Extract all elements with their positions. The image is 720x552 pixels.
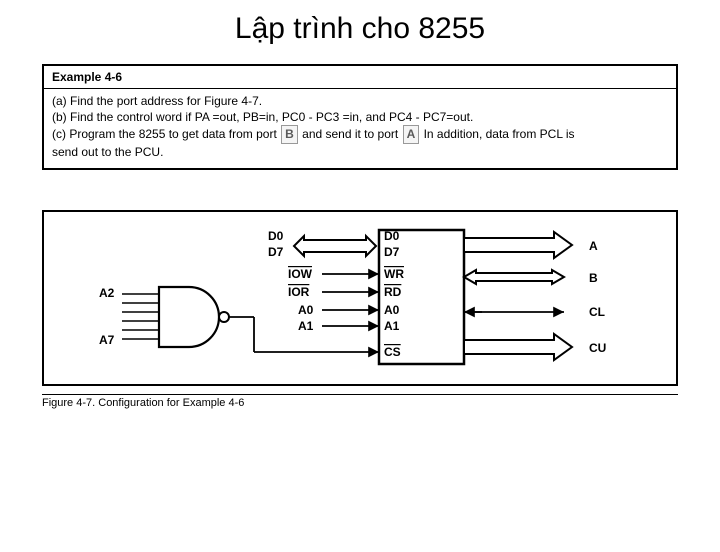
figure-svg: A2 A7 D0 D7 D0 D7 IOW IOR A0 A1 WR RD A0… xyxy=(44,212,676,380)
label-rd: RD xyxy=(384,285,402,299)
boxed-char-b: B xyxy=(281,125,298,143)
figure-box: A2 A7 D0 D7 D0 D7 IOW IOR A0 A1 WR RD A0… xyxy=(42,210,678,386)
data-bus xyxy=(294,236,376,256)
example-line-c-part3: In addition, data from PCL is xyxy=(424,127,575,141)
label-cs: CS xyxy=(384,345,401,359)
port-b-arrow xyxy=(464,270,564,284)
addr-lines xyxy=(122,294,159,339)
boxed-char-a: A xyxy=(403,125,420,143)
label-d7-chip: D7 xyxy=(384,245,400,259)
label-d7-left: D7 xyxy=(268,245,284,259)
example-line-d: send out to the PCU. xyxy=(52,144,668,160)
label-port-b: B xyxy=(589,271,598,285)
example-box: Example 4-6 (a) Find the port address fo… xyxy=(42,64,678,170)
example-line-c: (c) Program the 8255 to get data from po… xyxy=(52,125,668,143)
example-header: Example 4-6 xyxy=(44,66,676,89)
nand-gate xyxy=(159,287,229,347)
port-a-arrow xyxy=(464,232,572,258)
example-line-b: (b) Find the control word if PA =out, PB… xyxy=(52,109,668,125)
example-body: (a) Find the port address for Figure 4-7… xyxy=(44,89,676,168)
label-a7: A7 xyxy=(99,333,115,347)
label-a0-chip: A0 xyxy=(384,303,400,317)
example-line-a: (a) Find the port address for Figure 4-7… xyxy=(52,93,668,109)
label-port-cl: CL xyxy=(589,305,605,319)
label-a0-left: A0 xyxy=(298,303,314,317)
label-a1-chip: A1 xyxy=(384,319,400,333)
label-ior: IOR xyxy=(288,285,310,299)
port-cu-arrow xyxy=(464,334,572,360)
label-d0-chip: D0 xyxy=(384,229,400,243)
label-port-a: A xyxy=(589,239,598,253)
ctrl-arrows xyxy=(322,274,379,326)
label-a1-left: A1 xyxy=(298,319,314,333)
page-title: Lập trình cho 8255 xyxy=(0,12,720,46)
figure-caption: Figure 4-7. Configuration for Example 4-… xyxy=(42,394,678,411)
example-line-c-part2: and send it to port xyxy=(302,127,398,141)
example-line-c-part1: (c) Program the 8255 to get data from po… xyxy=(52,127,277,141)
label-iow: IOW xyxy=(288,267,313,281)
label-wr: WR xyxy=(384,267,404,281)
label-port-cu: CU xyxy=(589,341,606,355)
label-d0-left: D0 xyxy=(268,229,284,243)
label-a2: A2 xyxy=(99,286,115,300)
